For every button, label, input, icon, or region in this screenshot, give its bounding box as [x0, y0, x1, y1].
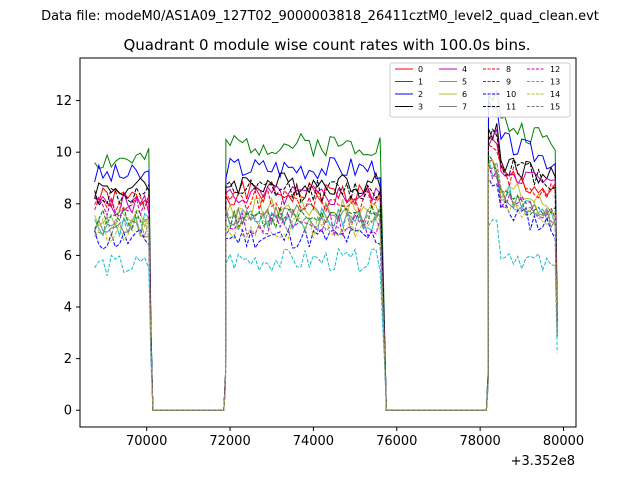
- x-tick-label: 74000: [293, 434, 334, 449]
- y-tick-label: 10: [55, 146, 72, 161]
- legend-label-1: 1: [418, 78, 423, 87]
- x-tick-label: 80000: [543, 434, 584, 449]
- y-tick-label: 4: [64, 301, 72, 316]
- x-tick-label: 72000: [209, 434, 250, 449]
- legend-label-7: 7: [462, 103, 467, 112]
- x-axis: 70000 72000 74000 76000 78000 80000: [126, 427, 584, 449]
- x-tick-label: 78000: [459, 434, 500, 449]
- legend-box: [389, 62, 571, 118]
- x-tick-label: 70000: [126, 434, 167, 449]
- series-line-3: [94, 123, 558, 411]
- legend-label-15: 15: [550, 103, 560, 112]
- chart-title: Quadrant 0 module wise count rates with …: [123, 36, 530, 54]
- y-tick-label: 12: [55, 94, 72, 109]
- legend-label-8: 8: [506, 65, 511, 74]
- y-tick-label: 0: [64, 404, 72, 419]
- x-tick-label: 76000: [376, 434, 417, 449]
- series-line-14: [94, 159, 558, 411]
- legend-label-2: 2: [418, 90, 423, 99]
- series-line-4: [94, 127, 558, 411]
- legend-label-14: 14: [550, 90, 560, 99]
- y-tick-label: 8: [64, 197, 72, 212]
- series-line-8: [94, 144, 558, 411]
- plot-area: [79, 57, 577, 428]
- legend-label-5: 5: [462, 78, 467, 87]
- plot-frame: [79, 57, 577, 428]
- legend-label-13: 13: [550, 78, 560, 87]
- series-line-10: [94, 177, 558, 411]
- legend-label-6: 6: [462, 90, 467, 99]
- legend-label-11: 11: [506, 103, 516, 112]
- series-line-9: [94, 153, 558, 411]
- series-line-2: [94, 100, 558, 411]
- legend-label-9: 9: [506, 78, 511, 87]
- legend-label-0: 0: [418, 65, 423, 74]
- y-axis: 0 2 4 6 8 10 12: [55, 94, 80, 419]
- legend-label-3: 3: [418, 103, 423, 112]
- series-line-11: [94, 128, 558, 411]
- series-layer: [94, 88, 558, 411]
- y-tick-label: 6: [64, 249, 72, 264]
- plot-background: [80, 58, 576, 427]
- series-line-15: [94, 161, 558, 411]
- series-line-13: [94, 219, 558, 411]
- chart-suptitle: Data file: modeM0/AS1A09_127T02_90000038…: [41, 9, 599, 24]
- y-tick-label: 2: [64, 352, 72, 367]
- series-line-1: [94, 88, 558, 411]
- x-axis-offset-label: +3.352e8: [511, 454, 575, 469]
- legend-label-4: 4: [462, 65, 467, 74]
- legend-label-10: 10: [506, 90, 516, 99]
- legend-label-12: 12: [550, 65, 560, 74]
